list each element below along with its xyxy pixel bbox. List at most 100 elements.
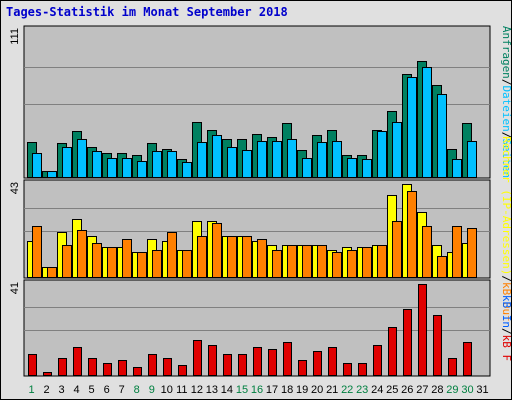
x-tick-label: 6 bbox=[104, 384, 110, 396]
bar-dateien-day-9 bbox=[152, 151, 162, 178]
bar-dateien-day-16 bbox=[257, 141, 267, 178]
bar-dateien-day-18 bbox=[287, 139, 297, 178]
bar-dateien-day-2 bbox=[47, 171, 57, 178]
x-tick-label: 19 bbox=[296, 384, 308, 396]
bar-kb-out-day-14 bbox=[227, 236, 237, 278]
x-tick-label: 21 bbox=[326, 384, 338, 396]
bar-kb-out-day-18 bbox=[287, 245, 297, 278]
x-tick-label: 28 bbox=[431, 384, 443, 396]
panel-legend: Rechner (IP-Adressen)/kB Out bbox=[500, 136, 512, 321]
x-tick-label: 2 bbox=[43, 384, 49, 396]
bar-kb-f-day-1 bbox=[28, 354, 37, 376]
x-tick-label: 31 bbox=[476, 384, 488, 396]
x-tick-label: 30 bbox=[461, 384, 473, 396]
bar-dateien-day-19 bbox=[302, 158, 312, 178]
bar-kb-f-day-15 bbox=[238, 354, 247, 376]
bar-dateien-day-21 bbox=[332, 141, 342, 178]
chart-title: Tages-Statistik im Monat September 2018 bbox=[6, 5, 288, 19]
bar-kb-out-day-19 bbox=[302, 245, 312, 278]
bar-kb-f-day-28 bbox=[433, 315, 442, 376]
bar-kb-f-day-10 bbox=[163, 358, 172, 376]
x-tick-label: 24 bbox=[371, 384, 383, 396]
bar-kb-out-day-15 bbox=[242, 236, 252, 278]
bar-kb-out-day-13 bbox=[212, 223, 222, 278]
bar-dateien-day-8 bbox=[137, 161, 147, 178]
bar-dateien-day-14 bbox=[227, 147, 237, 178]
bar-kb-f-day-9 bbox=[148, 354, 157, 376]
bar-kb-f-day-18 bbox=[283, 342, 292, 376]
x-tick-label: 15 bbox=[236, 384, 248, 396]
bar-dateien-day-10 bbox=[167, 151, 177, 178]
x-tick-label: 1 bbox=[28, 384, 34, 396]
bar-dateien-day-12 bbox=[197, 142, 207, 178]
bar-kb-f-day-7 bbox=[118, 360, 127, 376]
legend-entry: Seiten bbox=[500, 138, 512, 178]
x-tick-label: 3 bbox=[59, 384, 65, 396]
bar-kb-out-day-3 bbox=[62, 245, 72, 278]
bar-dateien-day-24 bbox=[377, 131, 387, 178]
bar-kb-f-day-5 bbox=[88, 358, 97, 376]
x-tick-label: 10 bbox=[161, 384, 173, 396]
bar-kb-f-day-11 bbox=[178, 365, 187, 376]
bar-kb-f-day-24 bbox=[373, 345, 382, 376]
x-tick-label: 22 bbox=[341, 384, 353, 396]
bar-kb-out-day-8 bbox=[137, 252, 147, 278]
bar-kb-out-day-5 bbox=[92, 243, 102, 278]
panel-2: 43 Rechner (IP-Adressen)/kB Out bbox=[9, 136, 512, 321]
bar-dateien-day-7 bbox=[122, 158, 132, 178]
bar-dateien-day-1 bbox=[32, 153, 42, 178]
bar-kb-out-day-20 bbox=[317, 245, 327, 278]
bar-dateien-day-29 bbox=[452, 159, 462, 178]
bar-dateien-day-20 bbox=[317, 142, 327, 178]
y-max-label: 41 bbox=[9, 282, 21, 294]
x-tick-label: 5 bbox=[89, 384, 95, 396]
panel-legend: kB In/kB F bbox=[500, 295, 512, 361]
bar-kb-f-day-26 bbox=[403, 309, 412, 376]
x-tick-label: 18 bbox=[281, 384, 293, 396]
bar-dateien-day-27 bbox=[422, 67, 432, 178]
x-tick-label: 29 bbox=[446, 384, 458, 396]
bar-kb-out-day-6 bbox=[107, 247, 117, 278]
bar-kb-f-day-3 bbox=[58, 358, 67, 376]
legend-entry: / bbox=[500, 275, 512, 282]
bar-dateien-day-6 bbox=[107, 158, 117, 178]
bar-kb-f-day-29 bbox=[448, 358, 457, 376]
legend-entry: Anfragen bbox=[500, 26, 512, 79]
bar-kb-out-day-1 bbox=[32, 226, 42, 278]
bar-kb-out-day-27 bbox=[422, 226, 432, 278]
legend-entry: / bbox=[500, 132, 512, 139]
bar-kb-out-day-21 bbox=[332, 252, 342, 278]
bar-kb-out-day-11 bbox=[182, 250, 192, 278]
bar-kb-out-day-17 bbox=[272, 250, 282, 278]
bar-kb-f-day-14 bbox=[223, 354, 232, 376]
x-tick-label: 27 bbox=[416, 384, 428, 396]
x-axis-labels: 1 2 3 4 5 6 7 8 9 10 11 12 13 14 15 16 17 18 19 20 21 22 23 24 2… bbox=[28, 384, 488, 396]
bar-kb-f-day-20 bbox=[313, 351, 322, 376]
bar-dateien-day-30 bbox=[467, 141, 477, 178]
bar-kb-out-day-16 bbox=[257, 239, 267, 278]
bar-dateien-day-11 bbox=[182, 162, 192, 178]
y-max-label: 43 bbox=[9, 182, 21, 194]
bar-kb-out-day-26 bbox=[407, 191, 417, 278]
x-tick-label: 23 bbox=[356, 384, 368, 396]
bar-kb-out-day-7 bbox=[122, 239, 132, 278]
bar-kb-f-day-6 bbox=[103, 363, 112, 376]
x-tick-label: 14 bbox=[221, 384, 233, 396]
x-tick-label: 11 bbox=[176, 384, 187, 396]
bar-kb-f-day-30 bbox=[463, 342, 472, 376]
panel-legend: Anfragen/Dateien/Seiten bbox=[500, 26, 512, 178]
bar-dateien-day-5 bbox=[92, 151, 102, 178]
bar-kb-f-day-2 bbox=[43, 372, 52, 376]
panel-1: 111 Anfragen/Dateien/Seiten bbox=[9, 25, 512, 179]
legend-entry: kB F bbox=[500, 335, 512, 362]
bar-kb-out-day-24 bbox=[377, 245, 387, 278]
bar-kb-out-day-28 bbox=[437, 256, 447, 278]
x-tick-label: 16 bbox=[251, 384, 263, 396]
x-tick-label: 17 bbox=[266, 384, 278, 396]
bar-kb-f-day-23 bbox=[358, 363, 367, 376]
x-tick-label: 25 bbox=[386, 384, 398, 396]
x-tick-label: 4 bbox=[74, 384, 80, 396]
bar-dateien-day-4 bbox=[77, 139, 87, 178]
x-tick-label: 26 bbox=[401, 384, 413, 396]
x-tick-label: 8 bbox=[134, 384, 140, 396]
